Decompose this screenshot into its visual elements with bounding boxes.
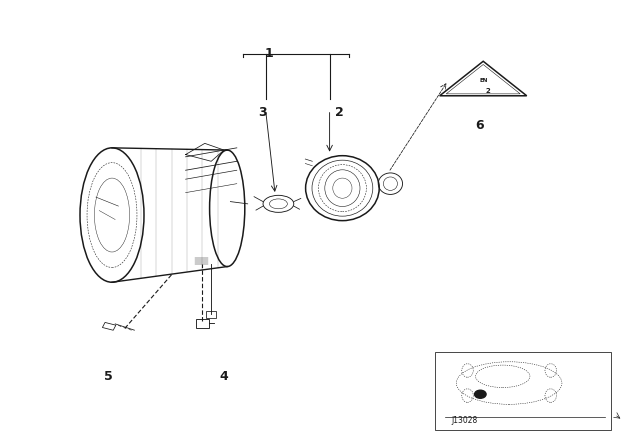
Bar [435, 352, 611, 430]
Text: 1: 1 [264, 47, 273, 60]
Text: 4: 4 [220, 370, 228, 383]
Text: J13028: J13028 [451, 416, 477, 425]
Text: 5: 5 [104, 370, 113, 383]
Text: 6: 6 [476, 119, 484, 132]
Text: 2: 2 [335, 105, 344, 119]
Text: 2: 2 [486, 88, 491, 94]
Text: EN: EN [479, 78, 488, 83]
Text: 3: 3 [258, 105, 267, 119]
Bar [102, 323, 116, 330]
Bar [196, 319, 209, 328]
Bar [206, 311, 216, 318]
Circle shape [475, 390, 486, 398]
